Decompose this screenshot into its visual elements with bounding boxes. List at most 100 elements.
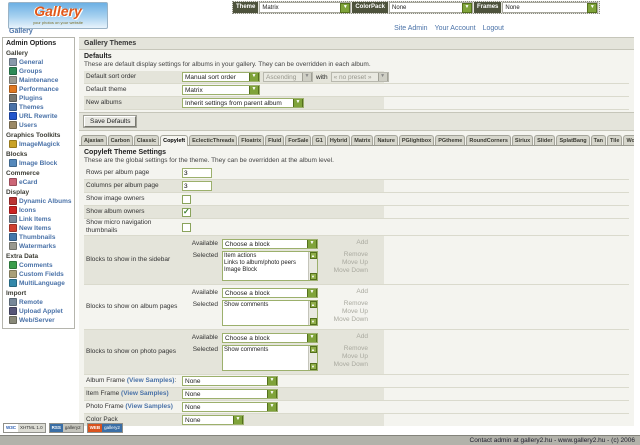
web-counter-badge[interactable]: WEB gallery2 (86, 423, 123, 433)
list-item[interactable]: Item actions (224, 253, 257, 259)
sidebar-item-dynamic-albums[interactable]: Dynamic Albums (9, 197, 72, 205)
your-account-link[interactable]: Your Account (434, 25, 476, 32)
tab-slider[interactable]: Slider (534, 135, 556, 145)
scrollbar[interactable]: ▲ ▼ (308, 252, 317, 280)
album-available-select[interactable]: Choose a block ▼ (222, 288, 318, 298)
album-frame-samples-link[interactable]: (View Samples) (126, 377, 175, 384)
tab-g1[interactable]: G1 (312, 135, 326, 145)
sidebar-available-select[interactable]: Choose a block ▼ (222, 239, 318, 249)
list-item[interactable]: Show comments (224, 302, 269, 308)
dropdown-arrow-icon[interactable]: ▼ (267, 403, 277, 411)
rows-per-page-input[interactable] (182, 168, 212, 178)
tab-pglightbox[interactable]: PGlightbox (398, 135, 435, 145)
tab-floatrix[interactable]: Floatrix (238, 135, 265, 145)
logout-link[interactable]: Logout (482, 25, 504, 32)
tab-nature[interactable]: Nature (374, 135, 398, 145)
sidebar-item-new-items[interactable]: New Items (9, 224, 72, 232)
sidebar-item-maintenance[interactable]: Maintenance (9, 76, 72, 84)
scrollbar[interactable]: ▲ ▼ (308, 301, 317, 325)
scroll-up-icon[interactable]: ▲ (309, 346, 317, 353)
dropdown-arrow-icon[interactable]: ▼ (307, 289, 317, 297)
tab-hybrid[interactable]: Hybrid (326, 135, 351, 145)
album-move-up-link[interactable]: Move Up (341, 308, 368, 315)
tab-eclecticthreads[interactable]: EclecticThreads (189, 135, 238, 145)
photo-add-link[interactable]: Add (356, 333, 368, 340)
tab-tan[interactable]: Tan (590, 135, 607, 145)
show-micro-nav-checkbox[interactable] (182, 222, 191, 232)
sidebar-item-performance[interactable]: Performance (9, 85, 72, 93)
tab-copyleft[interactable]: Copyleft (160, 135, 189, 146)
tab-pgtheme[interactable]: PGtheme (435, 135, 466, 145)
dropdown-arrow-icon[interactable]: ▼ (249, 73, 259, 81)
tab-siriux[interactable]: Siriux (511, 135, 534, 145)
theme-select[interactable]: Matrix ▼ (259, 2, 352, 13)
show-album-owners-checkbox[interactable] (182, 207, 191, 217)
show-image-owners-checkbox[interactable] (182, 194, 191, 204)
scroll-up-icon[interactable]: ▲ (309, 252, 317, 259)
photo-move-down-link[interactable]: Move Down (333, 361, 368, 368)
sidebar-add-link[interactable]: Add (356, 239, 368, 246)
sidebar-item-users[interactable]: Users (9, 121, 72, 129)
dropdown-arrow-icon[interactable]: ▼ (307, 334, 317, 342)
sidebar-item-link-items[interactable]: Link Items (9, 215, 72, 223)
photo-available-select[interactable]: Choose a block ▼ (222, 333, 318, 343)
dropdown-arrow-icon[interactable]: ▼ (587, 2, 598, 13)
new-albums-select[interactable]: Inherit settings from parent album ▼ (182, 98, 304, 108)
frames-select[interactable]: None ▼ (502, 2, 599, 13)
sidebar-item-image-block[interactable]: Image Block (9, 159, 72, 167)
gallery-logo[interactable]: Gallery your photos on your website (8, 2, 108, 29)
w3c-xhtml-badge[interactable]: W3C XHTML 1.0 (3, 423, 46, 433)
dropdown-arrow-icon[interactable]: ▼ (267, 390, 277, 398)
sidebar-item-plugins[interactable]: Plugins (9, 94, 72, 102)
sidebar-item-themes[interactable]: Themes (9, 103, 72, 111)
tab-classic[interactable]: Classic (133, 135, 160, 145)
album-remove-link[interactable]: Remove (343, 300, 368, 307)
site-admin-link[interactable]: Site Admin (394, 25, 428, 32)
sidebar-remove-link[interactable]: Remove (343, 251, 368, 258)
sidebar-move-down-link[interactable]: Move Down (333, 267, 368, 274)
album-selected-list[interactable]: Show comments ▲ ▼ (222, 300, 318, 326)
photo-move-up-link[interactable]: Move Up (341, 353, 368, 360)
sidebar-selected-list[interactable]: Item actions Links to album/photo peers … (222, 251, 318, 281)
colorpack-select[interactable]: None ▼ (389, 2, 474, 13)
sidebar-move-up-link[interactable]: Move Up (341, 259, 368, 266)
breadcrumb-gallery[interactable]: Gallery (9, 28, 33, 35)
album-add-link[interactable]: Add (356, 288, 368, 295)
sidebar-item-general[interactable]: General (9, 58, 72, 66)
tab-forsale[interactable]: ForSale (285, 135, 312, 145)
sidebar-item-ecard[interactable]: eCard (9, 178, 72, 186)
tab-ajaxian[interactable]: Ajaxian (81, 135, 107, 145)
scroll-up-icon[interactable]: ▲ (309, 301, 317, 308)
sidebar-item-watermarks[interactable]: Watermarks (9, 242, 72, 250)
scroll-down-icon[interactable]: ▼ (309, 318, 317, 325)
tab-tile[interactable]: Tile (607, 135, 623, 145)
columns-per-page-input[interactable] (182, 181, 212, 191)
dropdown-arrow-icon[interactable]: ▼ (293, 99, 303, 107)
list-item[interactable]: Links to album/photo peers (224, 260, 297, 266)
photo-selected-list[interactable]: Show comments ▲ ▼ (222, 345, 318, 371)
tab-matrix[interactable]: Matrix (351, 135, 374, 145)
color-pack-select[interactable]: None ▼ (182, 415, 244, 425)
list-item[interactable]: Show comments (224, 347, 269, 353)
dropdown-arrow-icon[interactable]: ▼ (249, 86, 259, 94)
photo-frame-samples-link[interactable]: (View Samples) (125, 403, 173, 410)
photo-frame-select[interactable]: None ▼ (182, 402, 278, 412)
album-move-down-link[interactable]: Move Down (333, 316, 368, 323)
item-frame-samples-link[interactable]: (View Samples) (121, 390, 169, 397)
item-frame-select[interactable]: None ▼ (182, 389, 278, 399)
scroll-down-icon[interactable]: ▼ (309, 363, 317, 370)
dropdown-arrow-icon[interactable]: ▼ (307, 240, 317, 248)
scroll-down-icon[interactable]: ▼ (309, 273, 317, 280)
sidebar-item-remote[interactable]: Remote (9, 298, 72, 306)
tab-wordpressembedded[interactable]: WordpressEmbedded (623, 135, 634, 145)
sidebar-item-custom-fields[interactable]: Custom Fields (9, 270, 72, 278)
sidebar-item-multilanguage[interactable]: MultiLanguage (9, 279, 72, 287)
sidebar-item-comments[interactable]: Comments (9, 261, 72, 269)
dropdown-arrow-icon[interactable]: ▼ (340, 2, 351, 13)
default-sort-order-select[interactable]: Manual sort order ▼ (182, 72, 260, 82)
tab-carbon[interactable]: Carbon (107, 135, 133, 145)
sidebar-item-icons[interactable]: Icons (9, 206, 72, 214)
sidebar-item-imagemagick[interactable]: ImageMagick (9, 140, 72, 148)
tab-fluid[interactable]: Fluid (265, 135, 285, 145)
album-frame-select[interactable]: None ▼ (182, 376, 278, 386)
